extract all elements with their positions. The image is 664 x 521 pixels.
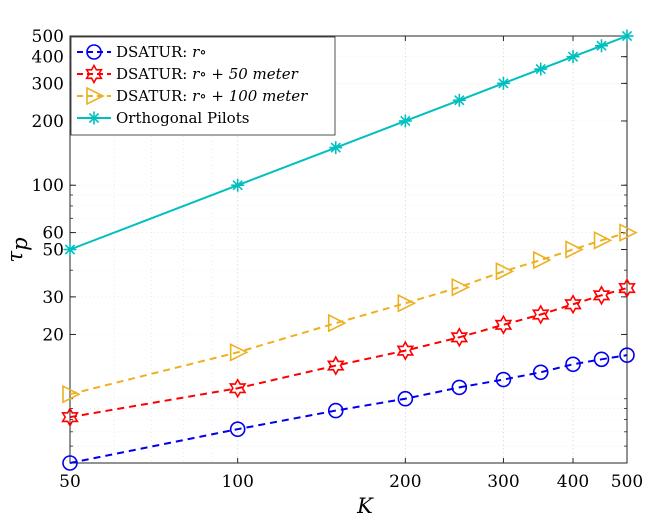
series-hexagram — [61, 277, 636, 428]
data-point — [397, 293, 417, 313]
legend-marker — [86, 44, 102, 60]
data-point — [229, 343, 249, 362]
series — [61, 29, 638, 471]
x-tick-label: 200 — [389, 472, 421, 492]
data-point — [566, 50, 580, 64]
legend-label: DSATUR: r∘ — [116, 43, 207, 61]
y-tick-label: 20 — [42, 325, 64, 345]
x-tick-label: 100 — [221, 472, 253, 492]
x-axis-label: K — [356, 494, 374, 518]
data-point — [532, 250, 552, 270]
data-point — [565, 240, 584, 259]
legend-label: DSATUR: r∘ + 50 meter — [116, 65, 299, 83]
series-line — [69, 35, 628, 251]
x-tick-label: 300 — [487, 472, 519, 492]
data-point — [62, 455, 78, 471]
data-point — [531, 304, 550, 325]
data-point — [564, 294, 582, 315]
data-point — [451, 277, 471, 297]
data-point — [62, 384, 81, 404]
data-point — [593, 351, 610, 368]
data-point — [620, 29, 634, 43]
data-point — [450, 327, 469, 348]
y-tick-label: 60 — [42, 224, 64, 244]
data-point — [592, 285, 611, 306]
legend-label: Orthogonal Pilots — [116, 109, 249, 127]
legend-entry: DSATUR: r∘ — [77, 43, 207, 61]
data-point — [534, 62, 548, 76]
y-tick-label: 500 — [32, 27, 64, 47]
data-point — [327, 313, 347, 333]
legend-box — [70, 36, 336, 136]
legend-label: DSATUR: r∘ + 100 meter — [116, 87, 308, 105]
data-point — [327, 402, 344, 419]
y-tick-label: 50 — [42, 241, 64, 261]
data-point — [63, 243, 77, 256]
data-point — [494, 314, 513, 335]
legend: DSATUR: r∘ DSATUR: r∘ + 50 meter DSATUR: r… — [70, 36, 336, 136]
series-line — [69, 287, 628, 419]
series-triangle-right — [62, 223, 638, 404]
legend-entry: DSATUR: r∘ + 100 meter — [77, 86, 308, 106]
legend-marker — [87, 111, 101, 125]
data-point — [228, 378, 247, 399]
y-tick-label: 200 — [32, 112, 64, 132]
data-point — [565, 356, 581, 373]
series-asterisk — [63, 29, 634, 256]
legend-marker — [86, 86, 105, 106]
legend-entry: DSATUR: r∘ + 50 meter — [77, 63, 299, 85]
data-point — [619, 223, 638, 242]
data-point — [451, 379, 468, 396]
data-point — [397, 390, 414, 407]
data-point — [398, 114, 412, 128]
data-point — [496, 76, 510, 90]
y-tick-label: 100 — [32, 176, 64, 196]
x-tick-label: 50 — [59, 472, 81, 492]
data-point — [595, 39, 609, 53]
data-point — [532, 364, 549, 381]
data-point — [61, 406, 79, 428]
data-point — [618, 277, 636, 299]
legend-marker — [85, 63, 103, 85]
series-line — [69, 354, 628, 464]
data-point — [593, 231, 613, 250]
data-point — [495, 262, 515, 281]
y-tick-label: 300 — [32, 74, 64, 94]
data-point — [326, 355, 345, 376]
x-tick-label: 400 — [557, 472, 589, 492]
series-circle — [62, 347, 635, 471]
legend-entry: Orthogonal Pilots — [77, 109, 249, 127]
data-point — [495, 371, 512, 388]
data-point — [329, 141, 343, 155]
data-point — [619, 347, 635, 363]
y-tick-label: 30 — [42, 288, 64, 308]
data-point — [231, 178, 245, 192]
data-point — [396, 340, 415, 361]
data-point — [229, 421, 246, 437]
y-axis-label: τp — [3, 237, 32, 262]
x-tick-label: 500 — [611, 472, 643, 492]
data-point — [452, 93, 466, 107]
y-tick-label: 400 — [32, 48, 64, 68]
